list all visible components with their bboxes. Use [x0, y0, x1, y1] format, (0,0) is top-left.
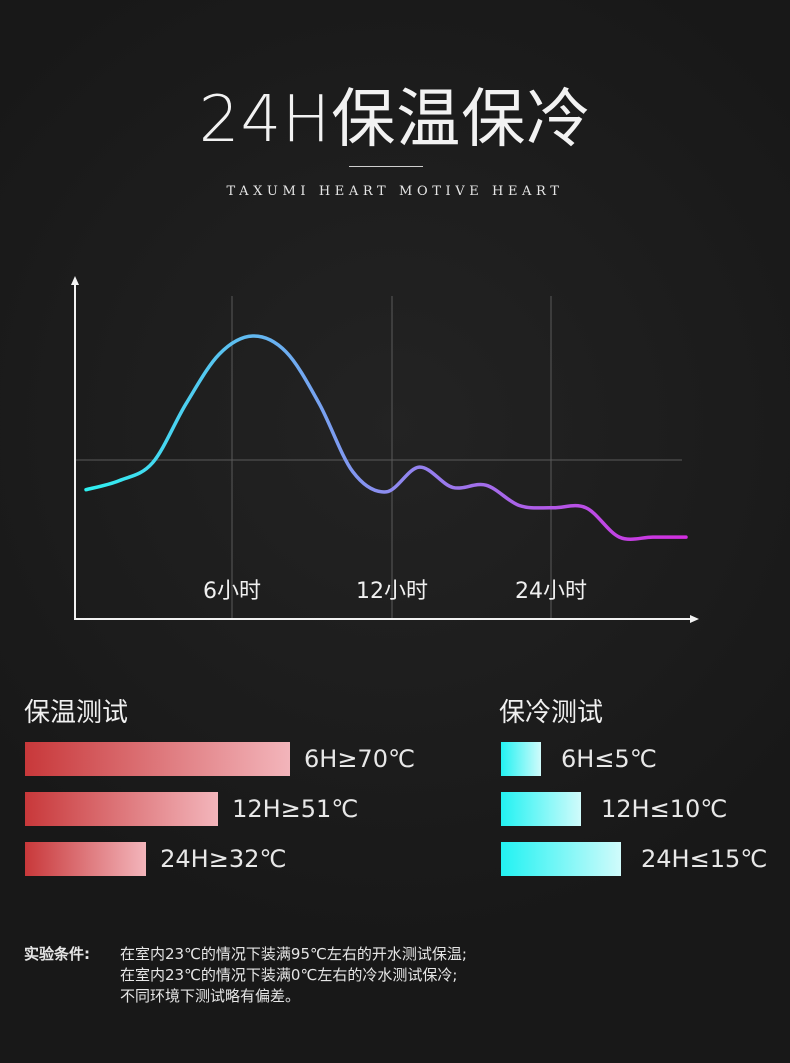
temperature-curve-line — [84, 334, 688, 542]
x-axis-arrow-icon — [690, 615, 699, 623]
test-conditions-heading: 实验条件: — [24, 945, 90, 963]
cold-test-title: 保冷测试 — [499, 698, 604, 728]
warm-test-bar — [25, 842, 147, 876]
cold-test-label: 24H≤15℃ — [641, 845, 768, 873]
warm-test-title: 保温测试 — [24, 698, 129, 728]
cold-test-label: 12H≤10℃ — [601, 795, 728, 823]
x-tick-label: 24小时 — [515, 579, 587, 604]
y-axis-arrow-icon — [71, 276, 79, 285]
x-tick-label: 6小时 — [203, 579, 261, 604]
page-title: 24H保温保冷 — [198, 83, 592, 157]
cold-test-bar — [501, 842, 621, 876]
x-tick-label: 12小时 — [356, 579, 428, 604]
warm-test-label: 6H≥70℃ — [304, 745, 415, 773]
warm-test-bar — [25, 792, 219, 826]
temperature-curve-chart: 6小时 12小时 24小时 — [71, 276, 699, 623]
test-condition-line: 在室内23℃的情况下装满0℃左右的冷水测试保冷; — [120, 966, 458, 984]
cold-test-bar — [501, 792, 581, 826]
test-condition-line: 在室内23℃的情况下装满95℃左右的开水测试保温; — [120, 945, 467, 963]
warm-test-label: 12H≥51℃ — [232, 795, 359, 823]
cold-test-bar — [501, 742, 541, 776]
cold-test-label: 6H≤5℃ — [561, 745, 657, 773]
warm-test-label: 24H≥32℃ — [160, 845, 287, 873]
page-subtitle: TAXUMI HEART MOTIVE HEART — [226, 184, 564, 199]
test-condition-line: 不同环境下测试略有偏差。 — [120, 987, 301, 1005]
title-divider — [349, 166, 423, 167]
warm-test-bar — [25, 742, 290, 776]
